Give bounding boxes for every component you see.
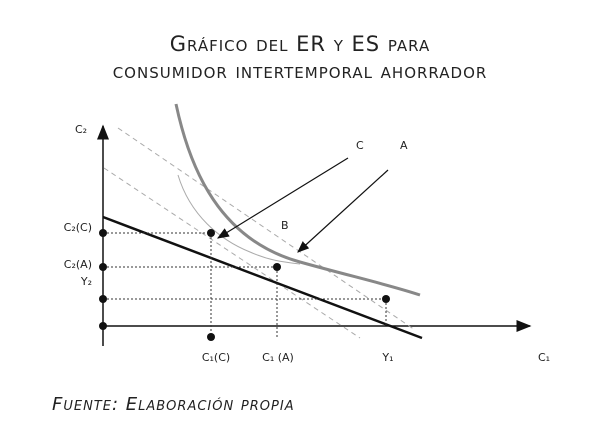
point-label: B	[281, 219, 289, 232]
y-label: C₂(A)	[64, 258, 92, 271]
x-label: C₁(C)	[202, 351, 230, 364]
footer: Fuente: Elaboración propia	[52, 394, 295, 415]
points	[99, 229, 390, 341]
dashed-line	[117, 127, 416, 331]
arrow-a	[297, 169, 389, 253]
point-label: C	[356, 139, 364, 152]
title-line2: consumidor intertemporal ahorrador	[113, 59, 488, 83]
y-label: Y₂	[80, 275, 92, 288]
indifference-curve-thin	[177, 174, 301, 265]
budget-line	[102, 215, 423, 340]
y-axis-label: C₂	[75, 123, 87, 136]
y-label: C₂(C)	[64, 221, 92, 234]
dashed-line	[103, 167, 361, 339]
x-label: Y₁	[381, 351, 393, 364]
guides	[103, 232, 387, 337]
point-label: A	[400, 139, 408, 152]
x-axis-label: C₁	[538, 351, 550, 364]
title-line1: Gráfico del ER y ES para	[170, 32, 431, 56]
arrow-c	[216, 157, 349, 239]
x-label: C₁ (A)	[262, 351, 294, 364]
indifference-curve	[174, 103, 421, 297]
